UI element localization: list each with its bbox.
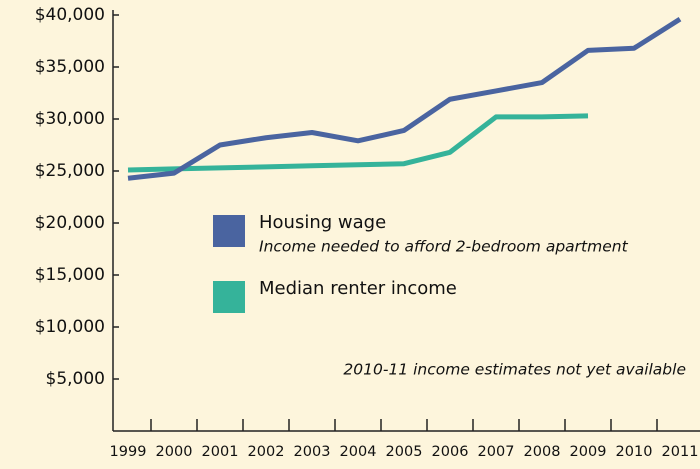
legend-label: Housing wage bbox=[259, 212, 386, 233]
x-tick-label: 2009 bbox=[570, 444, 607, 460]
x-tick-label: 2004 bbox=[340, 444, 377, 460]
x-tick-label: 2007 bbox=[478, 444, 515, 460]
x-tick-label: 2003 bbox=[294, 444, 331, 460]
legend-label: Median renter income bbox=[259, 278, 457, 299]
x-tick-label: 2002 bbox=[248, 444, 285, 460]
legend-swatch bbox=[213, 215, 245, 247]
y-tick-label: $30,000 bbox=[35, 109, 105, 129]
y-tick-label: $40,000 bbox=[35, 5, 105, 25]
x-tick-label: 2006 bbox=[432, 444, 469, 460]
x-tick-label: 2000 bbox=[156, 444, 193, 460]
y-tick-label: $25,000 bbox=[35, 161, 105, 181]
legend-swatch bbox=[213, 281, 245, 313]
y-tick-label: $15,000 bbox=[35, 265, 105, 285]
x-tick-label: 1999 bbox=[110, 444, 147, 460]
y-tick-label: $5,000 bbox=[46, 369, 105, 389]
annotation: 2010-11 income estimates not yet availab… bbox=[343, 361, 686, 379]
y-tick-label: $10,000 bbox=[35, 317, 105, 337]
series-line bbox=[127, 17, 682, 181]
x-tick-label: 2011 bbox=[662, 444, 699, 460]
y-tick-label: $35,000 bbox=[35, 57, 105, 77]
legend-note: Income needed to afford 2-bedroom apartm… bbox=[259, 238, 629, 256]
x-tick-label: 2001 bbox=[202, 444, 239, 460]
y-tick-label: $20,000 bbox=[35, 213, 105, 233]
series-line bbox=[127, 113, 589, 173]
x-tick-label: 2008 bbox=[524, 444, 561, 460]
x-tick-label: 2010 bbox=[616, 444, 653, 460]
x-tick-label: 2005 bbox=[386, 444, 423, 460]
